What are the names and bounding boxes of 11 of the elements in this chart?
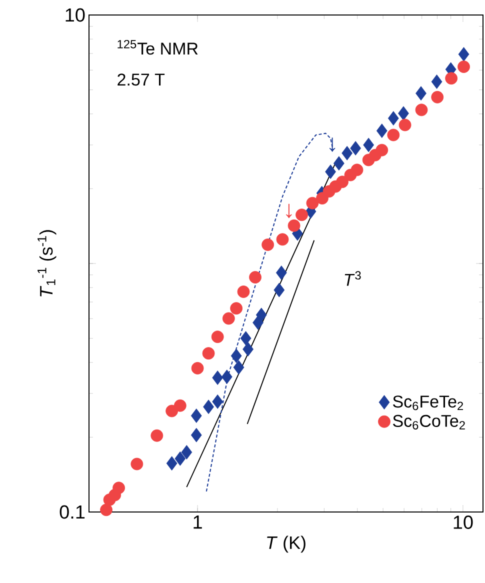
annotation: $^{125}$Te NMR <box>118 40 198 55</box>
legend-label: Sc$_{6}$CoTe$_{2}$ <box>393 414 465 430</box>
legend-label: Sc$_{6}$FeTe$_{2}$ <box>393 396 464 410</box>
y-axis-title: T$_{1}$$^{-1}$ (s$^{-1}$) <box>38 230 56 296</box>
x-axis-title: T (K) <box>267 536 306 553</box>
annotation: ↓ <box>286 204 292 218</box>
annotation: T$^{3}$ <box>344 271 361 286</box>
annotation: 2.57 T <box>118 74 165 86</box>
y-tick-label: 0.1 <box>60 505 85 519</box>
x-tick-label: 1 <box>194 516 202 529</box>
annotation: ↓ <box>330 138 336 152</box>
